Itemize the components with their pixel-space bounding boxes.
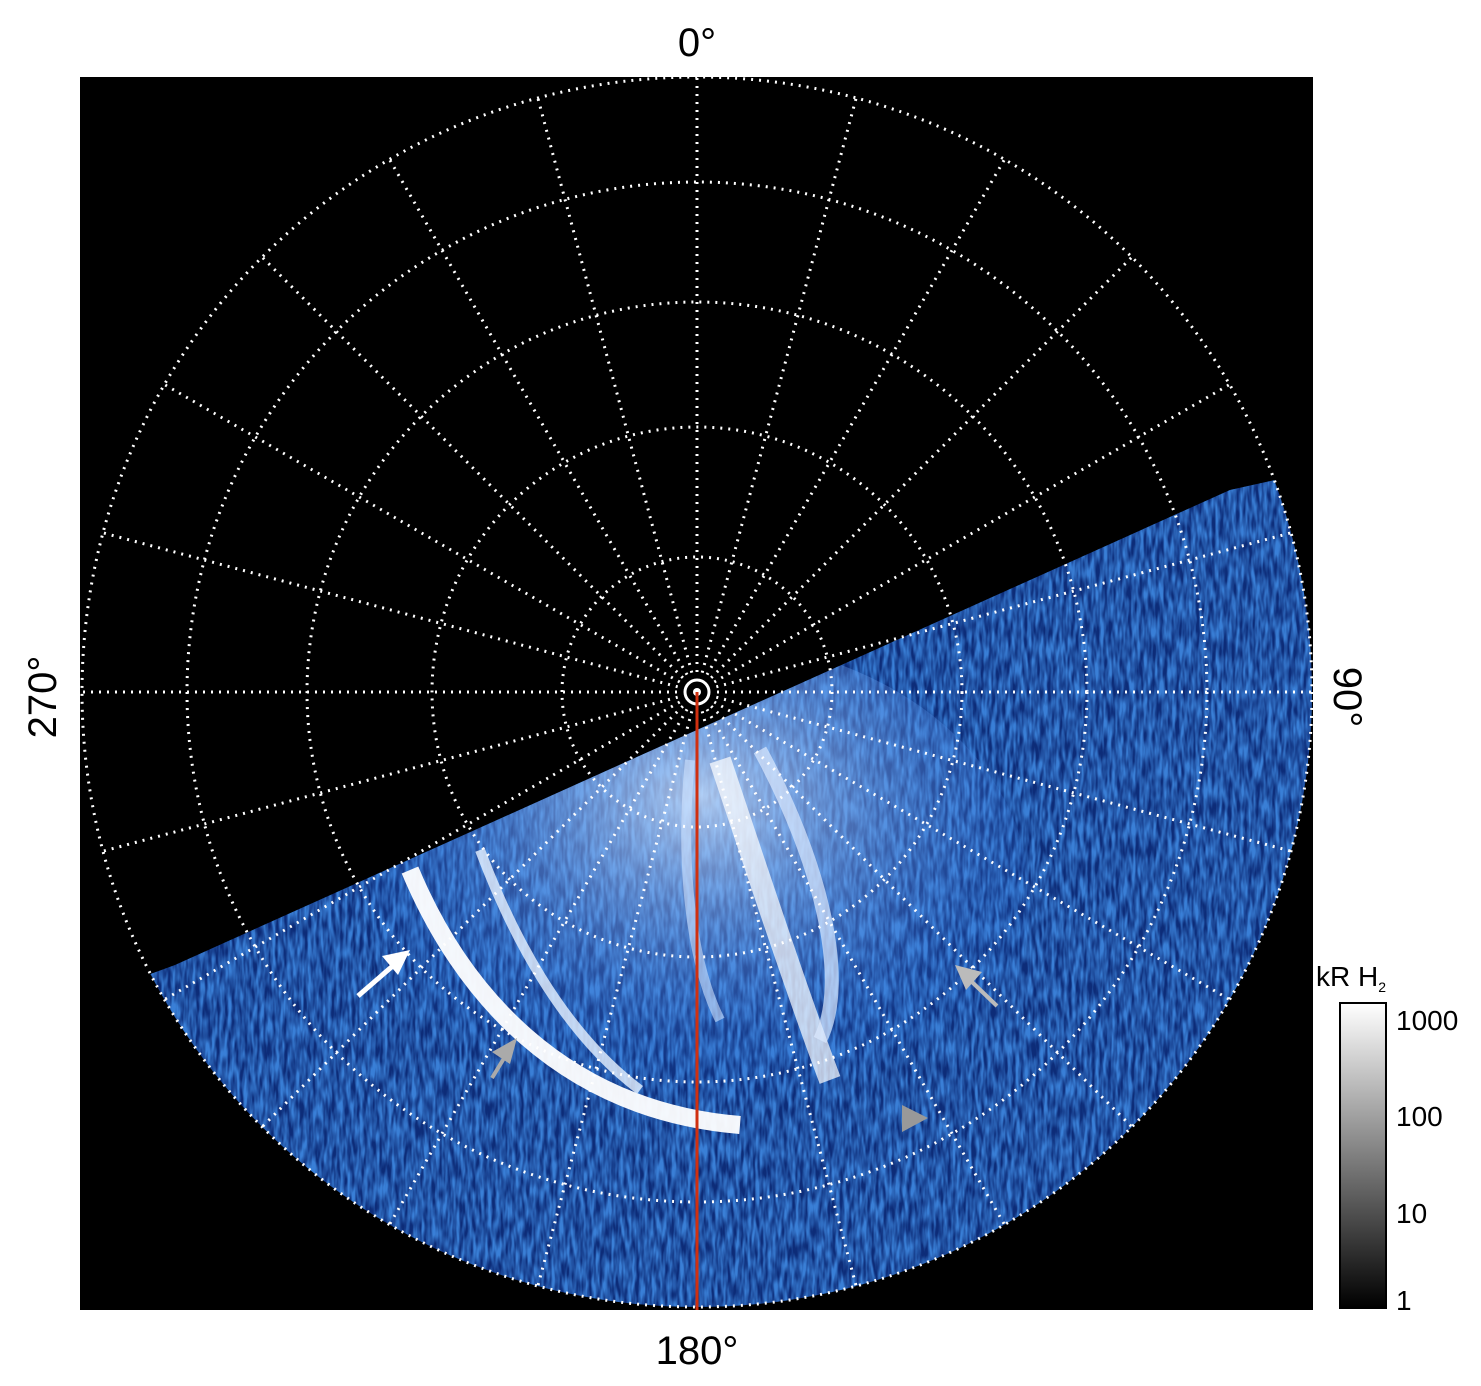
colorbar-tick-100: 100 xyxy=(1396,1101,1443,1132)
grid-spoke xyxy=(388,158,689,676)
arrow-gray-right xyxy=(970,980,999,1008)
grid-spoke xyxy=(715,531,1292,689)
arrow-white-head xyxy=(382,950,410,975)
main-oval-arc xyxy=(401,866,741,1134)
arrow-gray-left-head xyxy=(492,1038,517,1064)
colorbar-tick-1000: 1000 xyxy=(1396,1005,1458,1036)
label-90: 90° xyxy=(1325,667,1369,728)
grid-spoke xyxy=(388,708,689,1226)
grid-spoke xyxy=(536,710,694,1287)
label-270: 270° xyxy=(21,656,65,739)
grid-spoke xyxy=(536,97,694,674)
colorbar-gradient xyxy=(1339,1002,1387,1309)
grid-spoke xyxy=(710,705,1133,1128)
grid-spoke xyxy=(700,710,858,1287)
grid-spoke xyxy=(710,256,1133,679)
colorbar-label: kR H2 xyxy=(1316,961,1386,995)
label-0: 0° xyxy=(678,21,716,65)
polar-grid xyxy=(80,75,1314,1309)
arrow-white xyxy=(356,962,397,998)
colorbar-tick-1: 1 xyxy=(1396,1285,1412,1316)
grid-spoke xyxy=(261,705,684,1128)
grid-spoke xyxy=(102,695,679,853)
colorbar-tick-10: 10 xyxy=(1396,1198,1427,1229)
grid-spoke xyxy=(163,383,681,684)
colorbar: kR H2 1 10 100 1000 xyxy=(1316,961,1458,1316)
grid-spoke xyxy=(102,531,679,689)
label-180: 180° xyxy=(656,1329,739,1373)
grid-spoke xyxy=(261,256,684,679)
grid-ring xyxy=(80,75,1314,1309)
grid-spoke xyxy=(715,695,1292,853)
grid-ring xyxy=(560,555,834,829)
grid-spoke xyxy=(705,708,1006,1226)
arrow-gray-right-head xyxy=(955,965,982,990)
grid-spoke xyxy=(163,700,681,1001)
grid-spoke xyxy=(713,700,1231,1001)
grid-spoke xyxy=(713,383,1231,684)
grid-spoke xyxy=(700,97,858,674)
grid-spoke xyxy=(705,158,1006,676)
triangle-marker xyxy=(902,1105,928,1132)
